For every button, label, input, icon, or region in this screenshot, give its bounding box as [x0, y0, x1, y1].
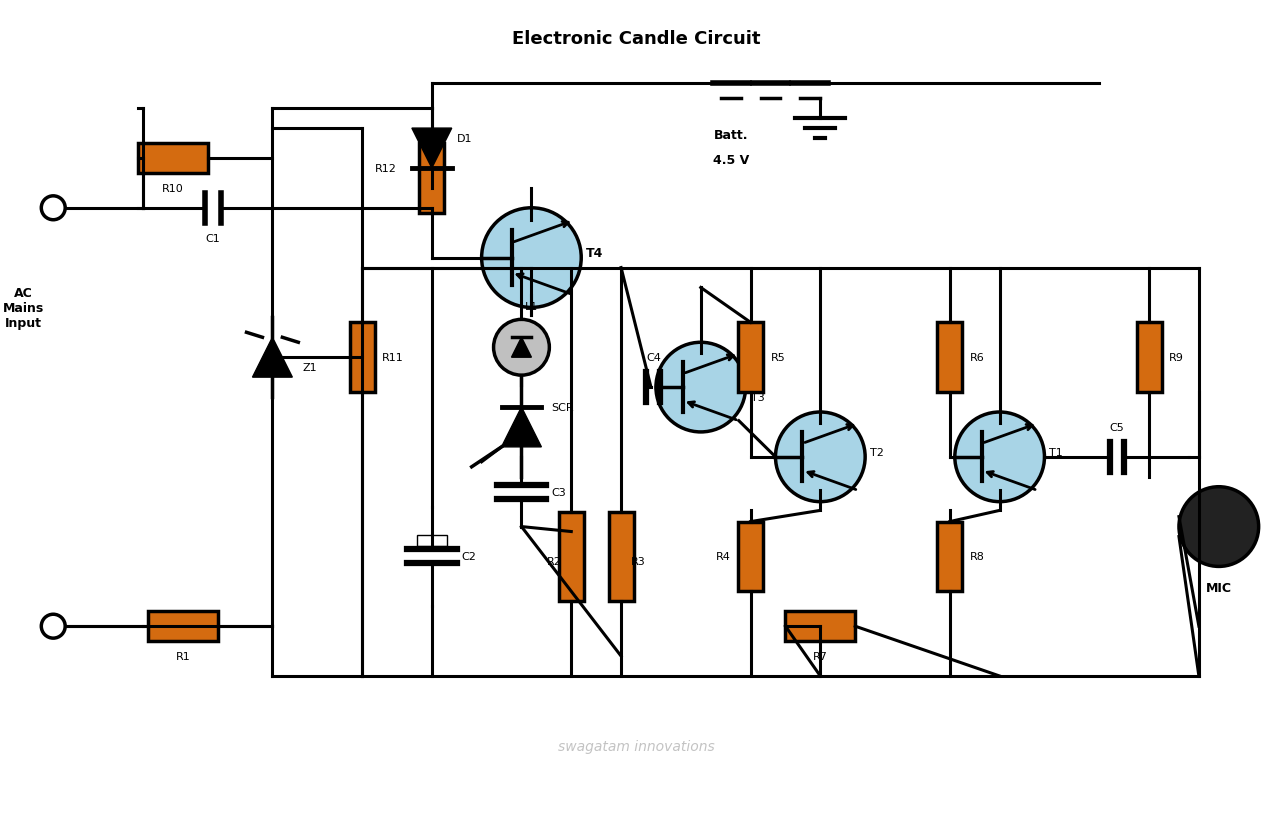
Bar [559, 512, 584, 601]
Text: R4: R4 [716, 552, 730, 562]
Text: R6: R6 [970, 353, 984, 363]
Bar [937, 323, 963, 393]
Circle shape [776, 413, 865, 502]
Polygon shape [512, 338, 531, 358]
Text: swagatam innovations: swagatam innovations [558, 739, 715, 753]
Bar [419, 144, 444, 213]
Text: C4: C4 [646, 353, 660, 363]
Circle shape [481, 208, 582, 308]
Text: R5: R5 [771, 353, 785, 363]
Bar [1137, 323, 1162, 393]
Bar [147, 611, 217, 642]
Text: AC
Mains
Input: AC Mains Input [3, 287, 44, 329]
Text: Batt.: Batt. [714, 129, 748, 142]
Circle shape [955, 413, 1044, 502]
Text: R8: R8 [970, 552, 984, 562]
Bar [738, 522, 763, 591]
Circle shape [42, 197, 65, 221]
Circle shape [42, 614, 65, 638]
Text: C5: C5 [1109, 423, 1124, 433]
Text: R1: R1 [175, 652, 190, 662]
Text: T3: T3 [751, 393, 765, 403]
Text: 4.5 V: 4.5 V [712, 154, 749, 167]
Text: R9: R9 [1168, 353, 1184, 363]
Text: R12: R12 [375, 164, 398, 174]
Bar [417, 535, 447, 547]
Text: C2: C2 [462, 552, 476, 562]
Text: T4: T4 [587, 246, 603, 260]
Polygon shape [502, 408, 541, 447]
Text: R11: R11 [382, 353, 404, 363]
Text: R3: R3 [631, 557, 645, 566]
Text: R7: R7 [813, 652, 828, 662]
Bar [738, 323, 763, 393]
Circle shape [1179, 487, 1259, 566]
Text: C3: C3 [551, 487, 566, 497]
Text: R2: R2 [546, 557, 561, 566]
Circle shape [494, 320, 550, 375]
Bar [349, 323, 375, 393]
Text: Electronic Candle Circuit: Electronic Candle Circuit [512, 31, 761, 48]
Bar [608, 512, 634, 601]
Circle shape [655, 343, 745, 433]
Text: T2: T2 [870, 447, 884, 457]
Text: L1: L1 [525, 302, 538, 312]
Bar [937, 522, 963, 591]
Text: SCR: SCR [551, 403, 574, 413]
Bar [785, 611, 855, 642]
Text: MIC: MIC [1205, 581, 1232, 595]
Text: T1: T1 [1049, 447, 1063, 457]
Polygon shape [411, 129, 452, 169]
Text: D1: D1 [457, 134, 472, 144]
Text: C1: C1 [206, 233, 220, 243]
Polygon shape [253, 338, 292, 378]
Text: Z1: Z1 [302, 363, 318, 373]
Bar [138, 144, 208, 174]
Text: R10: R10 [161, 184, 184, 194]
